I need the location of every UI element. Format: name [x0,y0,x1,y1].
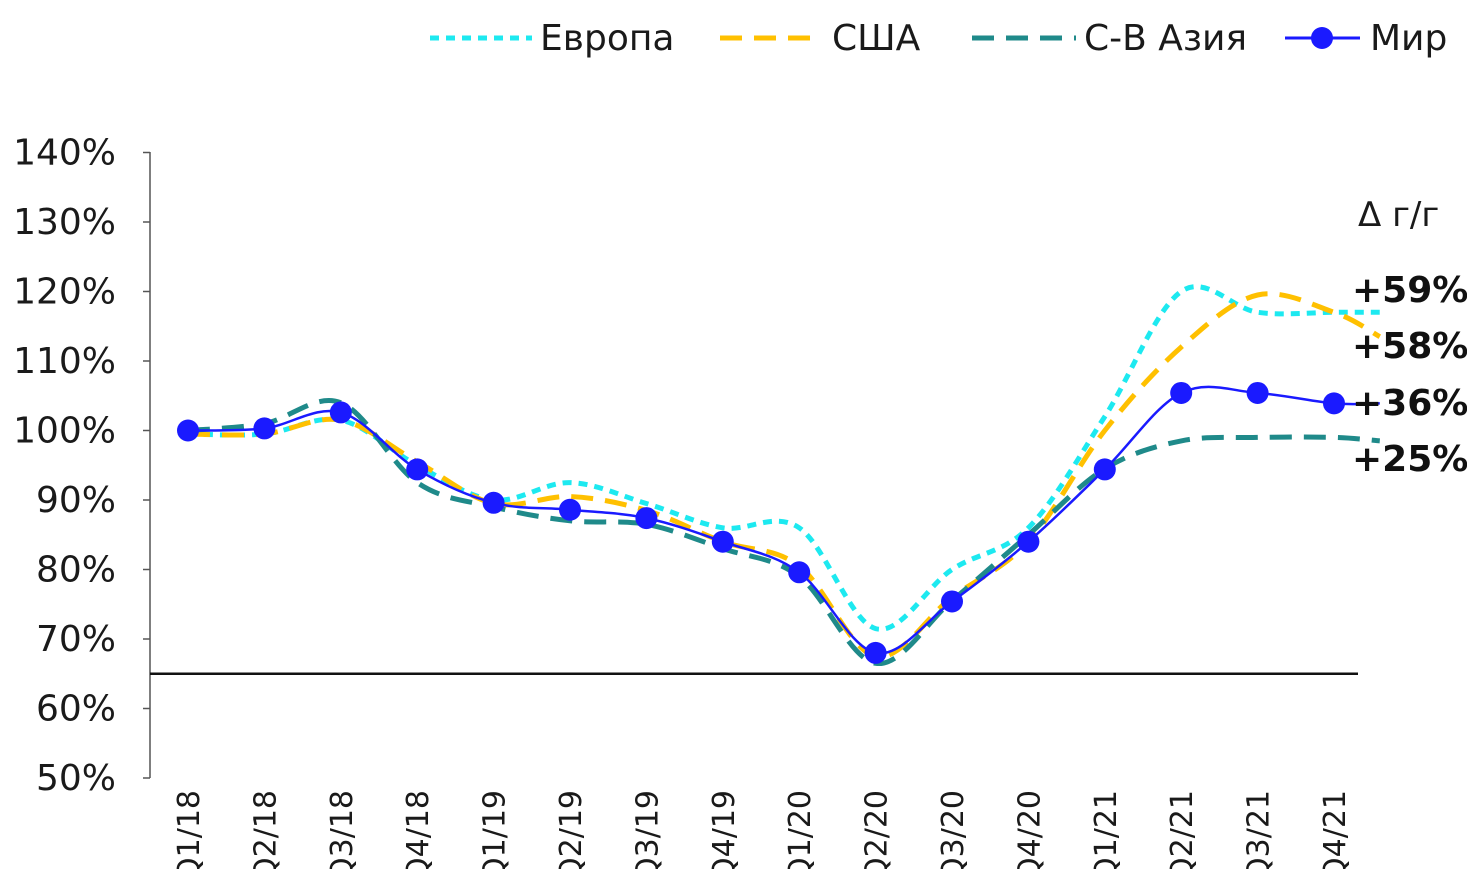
world-marker [253,417,276,440]
x-tick-label: Q1/21 [1089,790,1124,869]
yoy-value-ne-asia: +25% [1352,439,1467,480]
y-tick-label: 120% [13,272,116,313]
axes: 140% 130% 120% 110% 100% 90% 80% 70% 60% 50% Q1/18… [13,133,1358,869]
x-tick-label: Q4/21 [1318,790,1353,869]
y-tick-label: 100% [13,411,116,452]
y-tick-label: 140% [13,133,116,174]
world-marker [406,458,429,481]
x-tick-label: Q1/20 [783,790,818,869]
world-marker [559,498,581,521]
yoy-value-usa: +58% [1352,326,1467,367]
world-marker [1093,458,1116,481]
yoy-value-europe: +59% [1352,270,1467,311]
y-tick-label: 80% [36,550,116,591]
x-tick-label: Q3/18 [325,790,360,869]
legend-item-usa: США [720,18,921,59]
legend-label-world: Мир [1370,18,1447,59]
legend-item-ne-asia: С-В Азия [972,18,1247,59]
world-marker [711,530,734,553]
world-marker [177,419,199,442]
world-marker [1246,381,1269,404]
y-tick-label: 90% [36,480,116,521]
world-marker [788,561,811,584]
y-tick-label: 110% [13,341,116,382]
series-line-ne-asia [187,398,1381,666]
world-marker [635,507,658,530]
x-tick-label: Q2/19 [554,790,589,869]
series-line-europe [187,284,1380,632]
yoy-title: Δ г/г [1358,195,1439,235]
legend-item-europe: Европа [430,18,674,59]
y-tick-label: 60% [36,689,116,730]
x-tick-label: Q4/20 [1012,790,1047,869]
y-tick-label: 70% [36,619,116,660]
series-line-usa [187,291,1382,660]
legend: Европа США С-В Азия Мир [430,18,1447,59]
y-tick-label: 130% [13,202,116,243]
world-marker [1170,381,1193,404]
y-tick-label: 50% [36,758,116,799]
world-marker [329,401,352,424]
world-marker [482,491,505,514]
world-marker [864,641,887,664]
x-tick-label: Q3/20 [936,790,971,869]
legend-label-usa: США [832,18,921,59]
x-tick-label: Q4/18 [401,790,436,869]
x-tick-label: Q2/21 [1165,790,1200,869]
x-tick-label: Q2/18 [248,790,283,869]
x-tick-label: Q1/19 [478,790,513,869]
x-tick-label: Q4/19 [707,790,742,869]
legend-marker-world [1311,27,1333,49]
yoy-value-world: +36% [1352,383,1467,424]
world-marker [1017,530,1040,553]
legend-label-europe: Европа [540,18,674,59]
x-tick-label: Q1/18 [172,790,207,869]
series-layer [177,284,1382,666]
world-marker [1323,392,1345,415]
x-tick-label: Q3/21 [1242,790,1277,869]
x-tick-label: Q2/20 [860,790,895,869]
yoy-annotations: Δ г/г +59% +58% +36% +25% [1352,195,1467,480]
x-tick-label: Q3/19 [630,790,665,869]
legend-item-world: Мир [1285,18,1447,59]
legend-label-ne-asia: С-В Азия [1084,18,1247,59]
world-marker [941,590,963,613]
